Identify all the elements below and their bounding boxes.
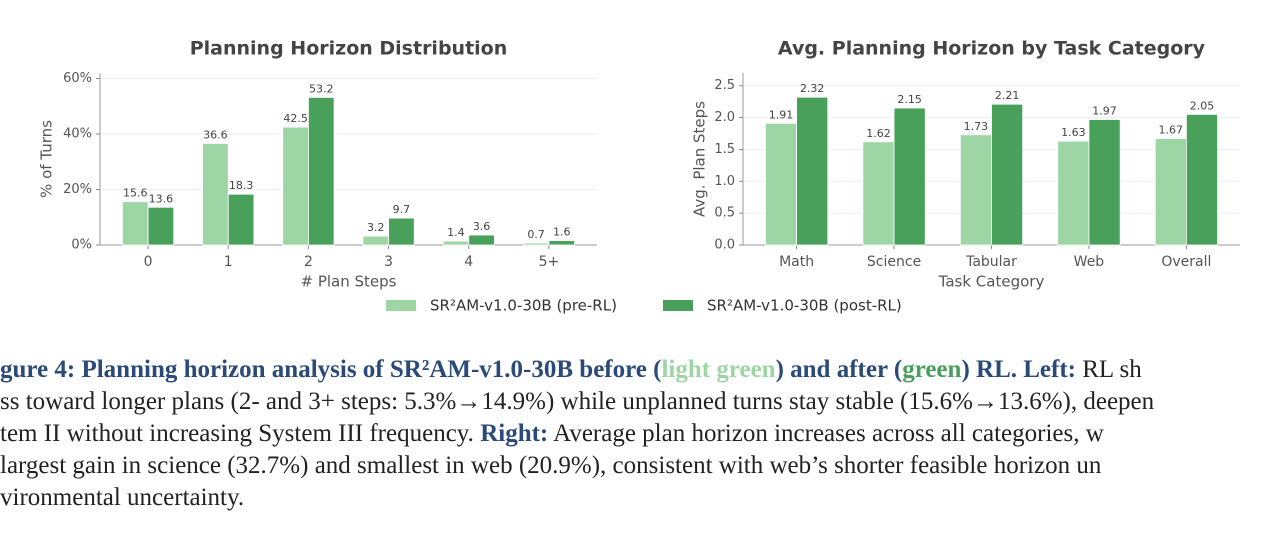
bar bbox=[202, 143, 229, 246]
figure: Planning Horizon Distribution # Plan Step… bbox=[38, 38, 1240, 315]
data-label: 1.97 bbox=[1092, 105, 1117, 118]
chart-title: Avg. Planning Horizon by Task Category bbox=[778, 38, 1206, 60]
bar bbox=[893, 107, 926, 246]
bar bbox=[522, 242, 550, 246]
caption-text: Right: bbox=[480, 420, 549, 447]
bar bbox=[548, 240, 575, 246]
data-label: 9.7 bbox=[393, 203, 411, 216]
data-label: 1.63 bbox=[1061, 126, 1086, 139]
x-tick-label: Web bbox=[1074, 254, 1105, 270]
caption: gure 4: Planning horizon analysis of SR²… bbox=[0, 354, 1280, 514]
caption-text: light green bbox=[661, 356, 776, 383]
data-label: 1.73 bbox=[964, 120, 989, 133]
caption-line: ss toward longer plans (2- and 3+ steps:… bbox=[0, 388, 1155, 415]
caption-text: tem II without increasing System III fre… bbox=[0, 420, 481, 447]
data-label: 1.4 bbox=[447, 226, 465, 239]
bar bbox=[147, 206, 175, 246]
bar bbox=[862, 141, 895, 246]
bar bbox=[796, 96, 829, 246]
y-tick-label: 1.0 bbox=[714, 174, 735, 189]
bar bbox=[959, 134, 992, 246]
data-label: 15.6 bbox=[123, 187, 148, 200]
data-label: 2.32 bbox=[800, 82, 825, 95]
legend-label: SR²AM-v1.0-30B (post-RL) bbox=[707, 297, 902, 315]
bar bbox=[388, 217, 415, 246]
x-tick-label: Math bbox=[779, 254, 814, 270]
data-label: 36.6 bbox=[203, 128, 228, 141]
y-axis-label: Avg. Plan Steps bbox=[691, 101, 709, 217]
y-tick-label: 1.5 bbox=[714, 142, 735, 157]
caption-text: Average plan horizon increases across al… bbox=[548, 420, 1104, 447]
x-tick-label: 0 bbox=[144, 254, 153, 270]
y-axis-label: % of Turns bbox=[38, 120, 56, 198]
caption-line: vironmental uncertainty. bbox=[0, 484, 245, 511]
data-label: 1.62 bbox=[866, 127, 891, 140]
bar bbox=[442, 240, 470, 246]
y-tick-label: 60% bbox=[63, 71, 92, 86]
bar bbox=[1154, 138, 1187, 246]
data-label: 42.5 bbox=[283, 112, 308, 125]
bar bbox=[1186, 114, 1218, 246]
bar bbox=[468, 234, 495, 246]
data-label: 1.6 bbox=[553, 226, 571, 239]
y-tick-label: 20% bbox=[63, 182, 92, 197]
bar bbox=[1057, 140, 1090, 246]
data-label: 53.2 bbox=[309, 82, 334, 95]
bar bbox=[308, 97, 335, 246]
x-axis-label: # Plan Steps bbox=[301, 273, 397, 291]
chart-title: Planning Horizon Distribution bbox=[190, 38, 508, 60]
x-tick-label: 1 bbox=[224, 254, 233, 270]
data-label: 3.6 bbox=[473, 220, 491, 233]
caption-text: gure 4: Planning horizon analysis of SR²… bbox=[0, 356, 662, 383]
y-tick-label: 0.0 bbox=[714, 238, 735, 253]
x-tick-label: Overall bbox=[1161, 254, 1211, 270]
x-tick-label: Science bbox=[867, 254, 921, 270]
x-tick-label: Tabular bbox=[965, 254, 1017, 270]
caption-line: gure 4: Planning horizon analysis of SR²… bbox=[0, 354, 1280, 386]
bar bbox=[991, 103, 1024, 246]
x-tick-label: 3 bbox=[384, 254, 393, 270]
bar bbox=[765, 122, 797, 246]
y-tick-label: 40% bbox=[63, 127, 92, 142]
caption-line: largest gain in science (32.7%) and smal… bbox=[0, 452, 1102, 479]
caption-text: ) RL. Left: bbox=[961, 356, 1076, 383]
x-tick-label: 4 bbox=[464, 254, 473, 270]
legend-swatch bbox=[386, 300, 416, 311]
x-tick-label: 2 bbox=[304, 254, 313, 270]
x-axis-label: Task Category bbox=[938, 273, 1045, 291]
bar bbox=[1088, 119, 1121, 246]
caption-text: green bbox=[902, 356, 962, 383]
y-tick-label: 2.0 bbox=[714, 110, 735, 125]
caption-line: tem II without increasing System III fre… bbox=[0, 418, 1280, 450]
data-label: 1.91 bbox=[769, 108, 794, 121]
data-label: 1.67 bbox=[1159, 124, 1184, 137]
legend-swatch bbox=[663, 300, 693, 311]
legend-label: SR²AM-v1.0-30B (pre-RL) bbox=[430, 297, 617, 315]
x-tick-label: 5+ bbox=[539, 254, 560, 270]
data-label: 2.05 bbox=[1190, 99, 1215, 112]
data-label: 2.15 bbox=[897, 93, 922, 106]
bar bbox=[282, 126, 309, 246]
y-tick-label: 0.5 bbox=[714, 206, 735, 221]
data-label: 13.6 bbox=[149, 192, 174, 205]
bar bbox=[227, 193, 255, 246]
data-label: 2.21 bbox=[995, 89, 1020, 102]
bar bbox=[122, 201, 149, 246]
y-tick-label: 0% bbox=[71, 238, 92, 253]
data-label: 0.7 bbox=[527, 228, 545, 241]
caption-text: ) and after ( bbox=[775, 356, 903, 383]
y-tick-label: 2.5 bbox=[714, 78, 735, 93]
data-label: 3.2 bbox=[367, 221, 385, 234]
data-label: 18.3 bbox=[229, 179, 254, 192]
bar bbox=[362, 235, 389, 246]
caption-text: RL sh bbox=[1076, 356, 1142, 383]
